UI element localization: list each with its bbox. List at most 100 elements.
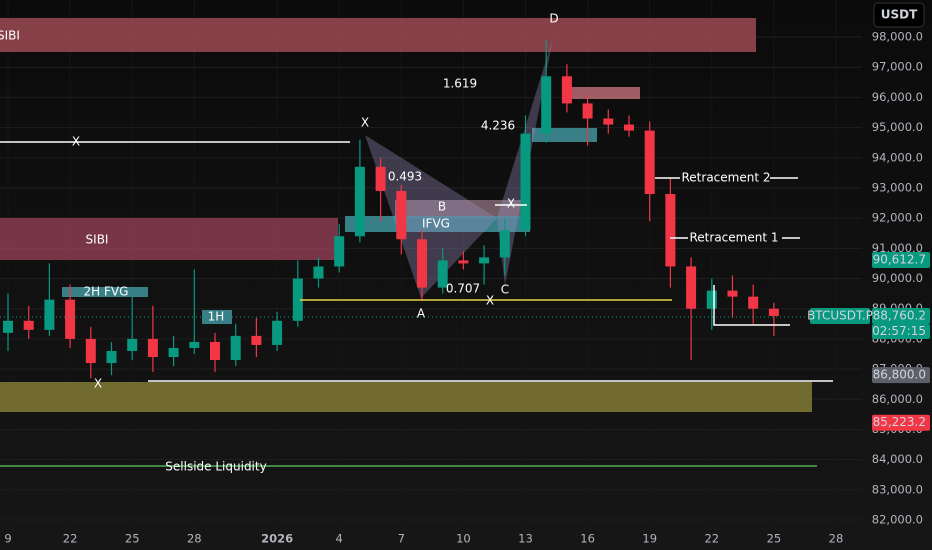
x-tick-label: 10 <box>456 532 471 546</box>
y-tick-label: 83,000.0 <box>872 482 923 496</box>
annotation: 1.619 <box>443 77 477 91</box>
candle-body <box>292 278 303 321</box>
zone <box>62 287 148 297</box>
harmonic-pattern <box>365 135 497 298</box>
symbol-label: BTCUSDT.P <box>807 308 873 322</box>
range-box <box>713 285 790 326</box>
candle-body <box>479 257 490 264</box>
x-tick-label: 9 <box>4 532 11 546</box>
candle-body <box>313 266 324 279</box>
price-label: 85,223.2 <box>873 415 926 429</box>
annotation: A <box>417 307 426 321</box>
annotation: X <box>94 377 102 391</box>
x-tick-label: 4 <box>336 532 343 546</box>
annotation: 2H FVG <box>84 285 129 299</box>
price-label-box <box>872 252 930 269</box>
annotation: D <box>549 12 558 26</box>
price-label: 86,800.0 <box>873 368 926 382</box>
candle-body <box>375 166 386 191</box>
x-tick-label: 2026 <box>261 532 293 546</box>
candle-body <box>3 320 13 333</box>
annotation: X <box>361 116 369 130</box>
candle-body <box>189 341 200 348</box>
y-tick-label: 91,000.0 <box>872 241 923 255</box>
annotation: 0.493 <box>388 170 422 184</box>
annotation: Retracement 1 <box>690 231 779 245</box>
candle-body <box>354 166 365 237</box>
y-tick-label: 92,000.0 <box>872 211 923 225</box>
x-tick-label: 7 <box>398 532 405 546</box>
zone <box>0 218 338 260</box>
candle-body <box>686 266 697 309</box>
candles <box>3 40 779 379</box>
currency-button-label[interactable]: USDT <box>881 8 918 22</box>
zone <box>345 216 530 232</box>
candle-body <box>127 338 138 351</box>
countdown-box <box>872 323 930 339</box>
annotation: SIBI <box>86 233 109 247</box>
x-tick-label: 25 <box>125 532 140 546</box>
candle-body <box>520 133 531 231</box>
candle-body <box>748 296 759 309</box>
annotation: SIBI <box>0 29 20 43</box>
x-tick-label: 19 <box>642 532 657 546</box>
candle-body <box>230 335 241 361</box>
annotation: Retracement 2 <box>682 171 771 185</box>
annotation: 1H <box>208 310 225 324</box>
annotation: X <box>486 294 494 308</box>
candle-body <box>210 341 220 361</box>
annotation: 4.236 <box>481 119 515 133</box>
x-tick-label: 28 <box>829 532 844 546</box>
candle-body <box>106 350 117 364</box>
price-label-box <box>872 367 930 384</box>
candle-body <box>727 290 738 297</box>
candle-body <box>624 124 634 131</box>
x-tick-label: 28 <box>187 532 202 546</box>
candle-body <box>251 335 262 345</box>
candle-body <box>44 299 55 330</box>
y-tick-label: 97,000.0 <box>872 60 923 74</box>
candle-body <box>768 308 779 316</box>
zone <box>0 382 812 412</box>
annotation: X <box>507 197 515 211</box>
annotation: 0.707 <box>446 282 480 296</box>
price-label: 88,760.2 <box>873 308 926 322</box>
annotation: B <box>438 200 446 214</box>
candle-body <box>272 320 283 345</box>
y-tick-label: 95,000.0 <box>872 120 923 134</box>
y-tick-label: 84,000.0 <box>872 452 923 466</box>
candle-body <box>85 338 96 364</box>
y-tick-label: 98,000.0 <box>872 30 923 44</box>
zone <box>0 18 756 52</box>
y-tick-label: 93,000.0 <box>872 180 923 194</box>
candle-body <box>665 193 676 267</box>
y-tick-label: 94,000.0 <box>872 150 923 164</box>
candle-body <box>417 239 427 288</box>
x-tick-label: 22 <box>63 532 78 546</box>
candle-body <box>458 260 469 264</box>
price-label: 90,612.7 <box>873 253 926 267</box>
candle-body <box>437 260 448 288</box>
candle-body <box>644 130 655 194</box>
candle-body <box>334 236 345 267</box>
currency-button[interactable] <box>873 2 925 28</box>
candle-body <box>706 290 717 309</box>
countdown: 02:57:15 <box>872 324 926 338</box>
annotation: Sellside Liquidity <box>165 460 266 474</box>
annotation: C <box>501 283 509 297</box>
candle-body <box>65 299 76 339</box>
x-tick-label: 22 <box>704 532 719 546</box>
candle-body <box>603 118 614 125</box>
candle-body <box>499 230 510 258</box>
candle-body <box>561 76 572 104</box>
y-tick-label: 90,000.0 <box>872 271 923 285</box>
y-tick-label: 96,000.0 <box>872 90 923 104</box>
x-tick-label: 16 <box>580 532 595 546</box>
y-tick-label: 82,000.0 <box>872 513 923 527</box>
x-tick-label: 13 <box>518 532 533 546</box>
candle-body <box>396 190 407 240</box>
annotation: IFVG <box>422 217 450 231</box>
